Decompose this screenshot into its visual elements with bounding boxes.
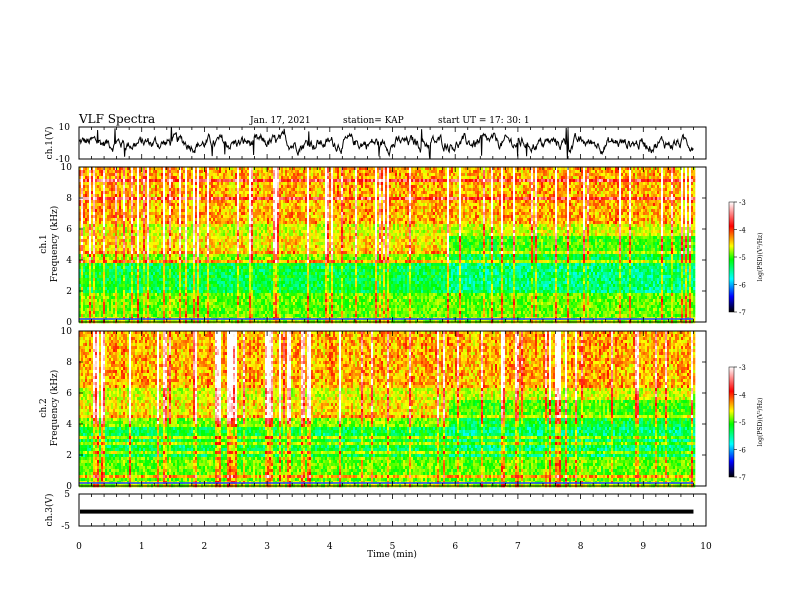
- station-label: station= KAP: [343, 116, 404, 126]
- ch1-spec-ylabel-freq: Frequency (kHz): [49, 206, 60, 283]
- spec-ytick-label: 10: [61, 163, 73, 173]
- x-tick-label: 7: [515, 542, 521, 552]
- x-tick-label: 8: [578, 542, 584, 552]
- colorbar-tick-label: -5: [739, 254, 746, 262]
- spec-ytick-label: 2: [66, 287, 72, 297]
- x-tick-label: 2: [202, 542, 208, 552]
- ch1-waveform-panel: 10 -10 ch.1(V): [44, 123, 706, 165]
- spec-ytick-label: 2: [66, 451, 72, 461]
- colorbar-tick-label: -4: [739, 227, 746, 235]
- x-axis-label: Time (min): [367, 549, 417, 560]
- spec-ytick-label: 4: [66, 256, 72, 266]
- x-tick-label: 9: [640, 542, 646, 552]
- ch1-colorbar: -3 -4 -5 -6 -7 log(PSD)(V²/Hz): [729, 199, 764, 317]
- ch2-spec-ylabel-freq: Frequency (kHz): [49, 370, 60, 447]
- ch2-spectrogram-image: [79, 331, 695, 487]
- spec-ytick-label: 6: [66, 389, 72, 399]
- start-time-label: start UT = 17: 30: 1: [438, 116, 530, 126]
- colorbar-tick-label: -3: [739, 364, 746, 372]
- spec-ytick-label: 8: [66, 194, 72, 204]
- x-tick-label: 10: [700, 542, 712, 552]
- ch3-ytick-bottom: -5: [61, 522, 70, 532]
- colorbar-tick-label: -7: [739, 309, 746, 317]
- spec-ytick-label: 8: [66, 358, 72, 368]
- ch2-spec-ylabel-channel: ch.2: [39, 398, 49, 417]
- colorbar-tick-label: -6: [739, 282, 746, 290]
- ch3-waveform-trace: [80, 510, 693, 514]
- colorbar-tick-label: -6: [739, 447, 746, 455]
- colorbar-tick-label: -4: [739, 392, 746, 400]
- x-tick-label: 6: [452, 542, 458, 552]
- figure-title: VLF Spectra: [78, 112, 155, 126]
- ch1-spec-ylabel-channel: ch.1: [39, 234, 49, 253]
- ch3-ytick-top: 5: [64, 490, 70, 500]
- colorbar-tick-label: -3: [739, 199, 746, 207]
- ch2-colorbar-label: log(PSD)(V²/Hz): [757, 398, 764, 447]
- x-tick-label: 1: [139, 542, 145, 552]
- ch1-ytick-top: 10: [59, 123, 71, 133]
- x-tick-label: 4: [327, 542, 333, 552]
- ch3-ylabel: ch.3(V): [44, 494, 55, 527]
- ch1-waveform-trace: [79, 126, 693, 161]
- ch1-colorbar-label: log(PSD)(V²/Hz): [757, 233, 764, 282]
- ch2-colorbar: -3 -4 -5 -6 -7 log(PSD)(V²/Hz): [729, 364, 764, 482]
- x-tick-label: 0: [76, 542, 82, 552]
- spec-ytick-label: 6: [66, 225, 72, 235]
- ch3-waveform-panel: 5 -5 ch.3(V): [44, 490, 706, 532]
- colorbar-tick-label: -5: [739, 419, 746, 427]
- ch1-spectrogram-image: [79, 167, 695, 323]
- spec-ytick-label: 4: [66, 420, 72, 430]
- date-label: Jan. 17, 2021: [249, 116, 311, 126]
- x-tick-label: 3: [264, 542, 270, 552]
- ch1-ylabel: ch.1(V): [44, 127, 55, 160]
- spec-ytick-label: 10: [61, 327, 73, 337]
- vlf-figure: VLF Spectra Jan. 17, 2021 station= KAP s…: [0, 0, 792, 612]
- colorbar-tick-label: -7: [739, 474, 746, 482]
